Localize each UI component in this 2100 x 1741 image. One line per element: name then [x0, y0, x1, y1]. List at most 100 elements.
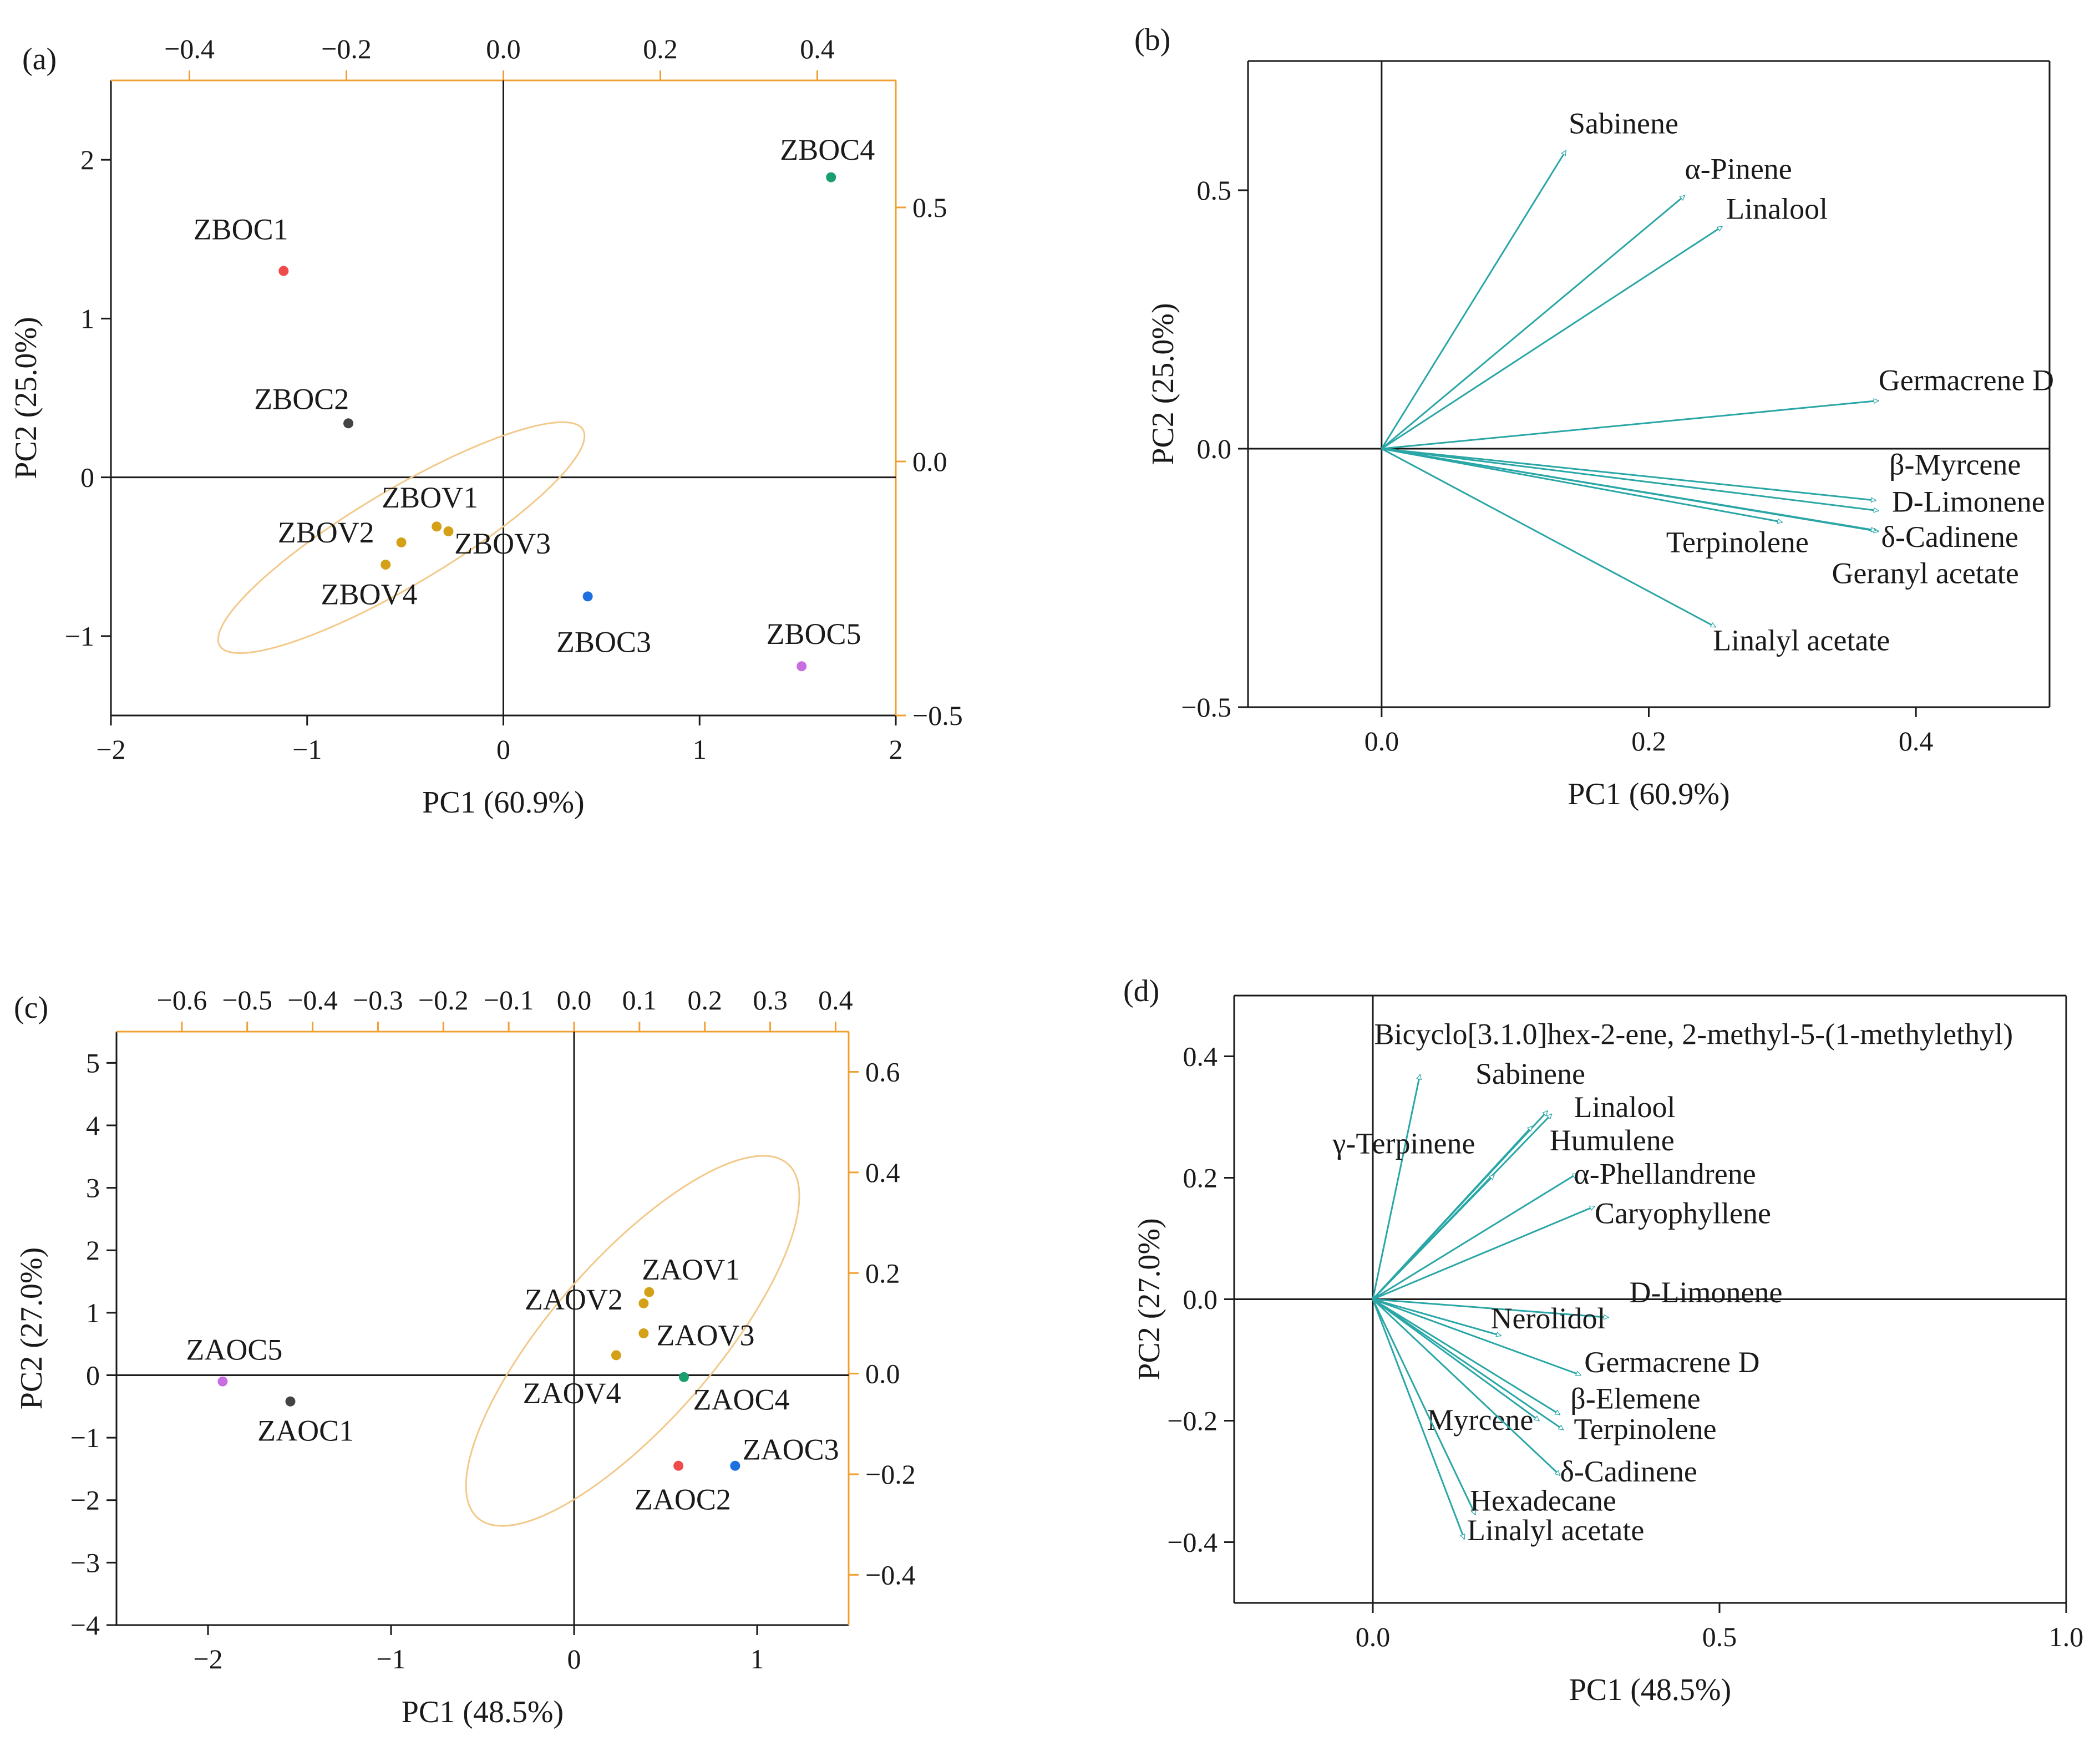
- score-point: [582, 591, 593, 602]
- loading-label: β-Myrcene: [1889, 448, 2021, 481]
- y-axis-title: PC2 (25.0%): [1146, 303, 1180, 465]
- x-axis-title: PC1 (48.5%): [402, 1695, 564, 1729]
- loading-vector: [1372, 1074, 1420, 1300]
- x-tick-label: 0.4: [1899, 725, 1934, 757]
- y-tick-label: 0: [86, 1359, 100, 1390]
- score-label: ZBOV1: [382, 481, 478, 514]
- score-point: [673, 1460, 684, 1471]
- score-label: ZAOC3: [743, 1433, 839, 1466]
- y-tick-label: 0.5: [1197, 175, 1232, 206]
- right-tick-label: 0.4: [865, 1157, 900, 1188]
- top-tick-label: −0.2: [321, 33, 372, 64]
- score-label: ZBOV3: [454, 527, 551, 560]
- loading-vector: [1372, 1298, 1564, 1431]
- loading-label: Terpinolene: [1666, 525, 1809, 559]
- top-tick-label: −0.1: [484, 984, 534, 1016]
- loading-vector: [1372, 1298, 1609, 1318]
- x-tick-label: 0.2: [1631, 725, 1666, 757]
- top-tick-label: −0.5: [222, 984, 272, 1016]
- y-tick-label: −4: [70, 1610, 100, 1641]
- loading-vector: [1381, 150, 1567, 449]
- loading-vector: [1372, 1298, 1464, 1540]
- loading-vector: [1372, 1205, 1595, 1300]
- loading-label: α-Phellandrene: [1574, 1157, 1756, 1190]
- y-tick-label: −1: [70, 1422, 100, 1453]
- y-axis-title: PC2 (25.0%): [9, 317, 43, 479]
- loading-label: Linalyl acetate: [1713, 623, 1890, 657]
- y-tick-label: −0.5: [1181, 692, 1231, 723]
- x-tick-label: 1.0: [2049, 1621, 2084, 1652]
- x-tick-label: −1: [292, 734, 322, 765]
- score-point: [285, 1396, 296, 1407]
- loading-label: Germacrene D: [1584, 1346, 1759, 1379]
- score-point: [396, 537, 407, 547]
- right-tick-label: 0.0: [912, 446, 947, 477]
- loading-vector: [1381, 448, 1876, 500]
- y-axis-title: PC2 (27.0%): [1132, 1218, 1166, 1380]
- top-tick-label: −0.3: [353, 984, 403, 1016]
- loading-vector: [1372, 1298, 1501, 1336]
- top-tick-label: −0.6: [157, 984, 207, 1016]
- x-tick-label: 0: [567, 1643, 581, 1674]
- x-tick-label: 0.0: [1365, 725, 1399, 757]
- score-label: ZBOV2: [278, 516, 374, 549]
- y-tick-label: 3: [86, 1172, 100, 1204]
- y-tick-label: 0.0: [1197, 433, 1232, 464]
- loading-vector: [1372, 1172, 1577, 1300]
- score-label: ZBOC1: [194, 212, 288, 246]
- x-axis-title: PC1 (60.9%): [422, 785, 584, 820]
- score-point: [343, 418, 354, 429]
- loading-vector: [1372, 1298, 1539, 1422]
- score-point: [217, 1376, 228, 1387]
- top-tick-label: 0.4: [800, 33, 835, 64]
- x-tick-label: 0.0: [1356, 1621, 1391, 1652]
- score-point: [826, 172, 836, 182]
- score-label: ZAOC1: [257, 1414, 354, 1448]
- y-axis-title: PC2 (27.0%): [14, 1247, 49, 1409]
- loading-label: D-Limonene: [1892, 485, 2045, 519]
- loading-label: Sabinene: [1569, 106, 1678, 140]
- loading-label: Hexadecane: [1470, 1484, 1616, 1517]
- loading-vector: [1372, 1298, 1560, 1415]
- y-tick-label: 2: [86, 1235, 100, 1266]
- score-label: ZAOV3: [657, 1318, 755, 1352]
- loading-label: Humulene: [1550, 1124, 1675, 1157]
- panel-b-label: (b): [1134, 23, 1170, 57]
- y-tick-label: −2: [70, 1485, 100, 1516]
- panel-c-plot: −2 −1 0 1 −4 −3 −2 −1 0 1 2 3 4 5 PC1 (48.5%) PC2 (27.0…: [14, 984, 916, 1729]
- top-tick-label: −0.2: [418, 984, 469, 1016]
- score-point: [432, 521, 442, 532]
- score-point: [278, 266, 289, 276]
- panel-d-label: (d): [1123, 974, 1159, 1008]
- loading-vector: [1381, 225, 1722, 450]
- loading-label: Terpinolene: [1574, 1412, 1717, 1445]
- score-point: [797, 661, 807, 672]
- right-tick-label: −0.4: [865, 1559, 916, 1590]
- x-tick-label: 0: [496, 734, 510, 765]
- score-point: [443, 526, 454, 536]
- panel-a: (a) −2 −1 0 1 2 −1 0 1 2 PC1 (60.9%) PC2 (25.0%) −0…: [9, 33, 963, 820]
- x-tick-label: 1: [750, 1643, 764, 1674]
- score-point: [611, 1350, 621, 1361]
- panel-a-plot: −2 −1 0 1 2 −1 0 1 2 PC1 (60.9%) PC2 (25.0%) −0.4 −0…: [9, 33, 963, 820]
- top-tick-label: 0.2: [687, 984, 722, 1016]
- y-tick-label: 0.4: [1183, 1041, 1218, 1072]
- loading-vector: [1381, 195, 1685, 450]
- x-axis-title: PC1 (60.9%): [1568, 777, 1729, 811]
- loading-vector: [1381, 400, 1879, 450]
- top-tick-label: −0.4: [164, 33, 215, 64]
- right-tick-label: 0.5: [912, 192, 947, 223]
- x-tick-label: 1: [693, 734, 707, 765]
- top-tick-label: 0.3: [753, 984, 788, 1016]
- loading-vector: [1381, 448, 1783, 522]
- panel-b-plot: 0.0 0.2 0.4 −0.5 0.0 0.5 PC1 (60.9%) PC2 (25.0%…: [1146, 60, 2054, 811]
- top-tick-label: 0.4: [818, 984, 853, 1016]
- x-tick-label: −2: [193, 1643, 222, 1674]
- y-tick-label: −0.4: [1167, 1527, 1218, 1558]
- y-tick-label: 1: [80, 303, 94, 334]
- loading-label: Germacrene D: [1879, 364, 2054, 397]
- loading-label: D-Limonene: [1630, 1276, 1783, 1309]
- score-point: [638, 1328, 649, 1339]
- loading-vector: [1372, 1298, 1581, 1375]
